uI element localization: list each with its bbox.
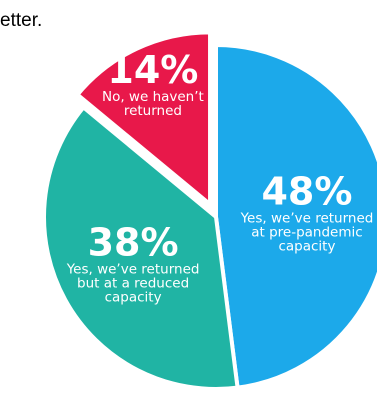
slice-description-label: capacity — [278, 238, 335, 254]
pie-slice-1 — [214, 42, 377, 390]
slice-description-label: Yes, we’ve returned — [66, 262, 200, 278]
pie-slice-2 — [42, 104, 240, 391]
slice-description-label: capacity — [105, 290, 162, 306]
slice-percent-label: 38% — [88, 221, 179, 265]
slice-description-label: No, we haven’t — [102, 89, 204, 105]
slice-description-label: Yes, we’ve returned — [240, 210, 374, 226]
caption-fragment: etter. — [0, 10, 42, 31]
slice-description-label: returned — [124, 103, 182, 119]
pie-slices — [42, 30, 377, 391]
slice-description-label: at pre-pandemic — [251, 224, 362, 240]
slice-percent-label: 14% — [107, 48, 198, 92]
slice-percent-label: 48% — [261, 169, 352, 213]
slice-description-label: but at a reduced — [77, 276, 189, 292]
pie-slice-3 — [74, 30, 213, 209]
